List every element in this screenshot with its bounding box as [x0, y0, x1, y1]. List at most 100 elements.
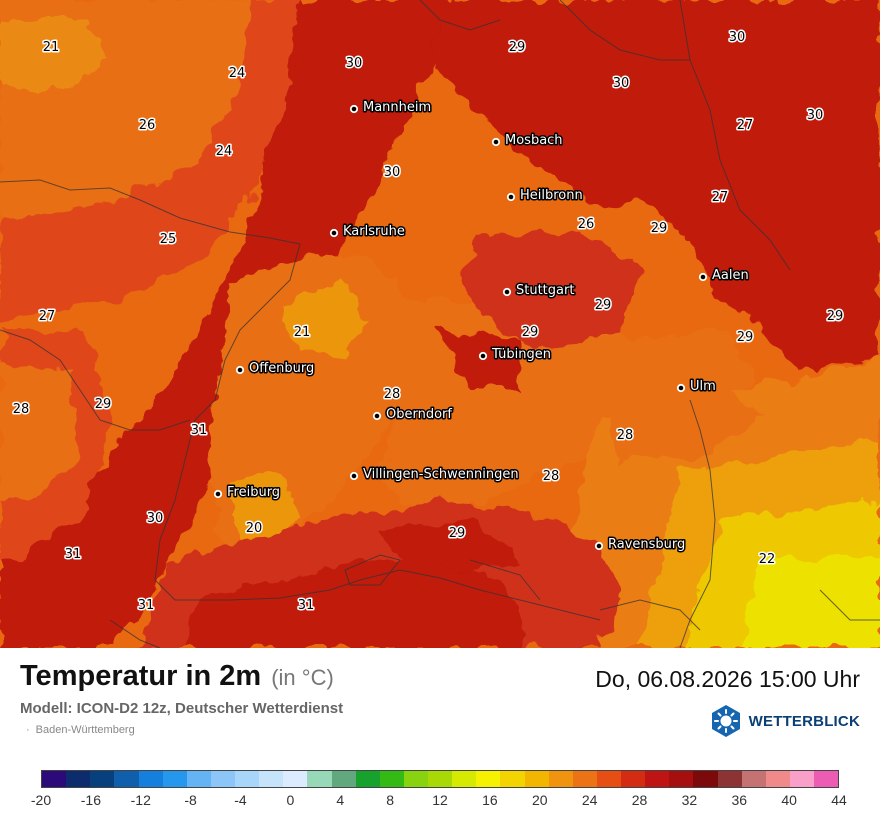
wetterblick-logo: WETTERBLICK	[709, 704, 860, 738]
color-swatch	[235, 771, 260, 787]
city-t-bingen: Tübingen	[478, 346, 553, 364]
region-label: Baden-Württemberg	[35, 724, 135, 736]
city-aalen: Aalen	[698, 267, 750, 285]
temperature-value: 31	[191, 423, 208, 438]
city-marker-dot	[502, 287, 512, 297]
color-swatch	[66, 771, 91, 787]
temperature-value: 30	[729, 30, 746, 45]
temperature-value: 29	[827, 309, 844, 324]
city-marker-dot	[372, 411, 382, 421]
unit-label: (in °C)	[271, 665, 334, 690]
city-label: Karlsruhe	[343, 224, 405, 239]
city-heilbronn: Heilbronn	[506, 187, 584, 205]
city-oberndorf: Oberndorf	[372, 406, 454, 424]
color-swatch	[259, 771, 284, 787]
region-name: · Baden-Württemberg	[26, 724, 135, 736]
city-label: Freiburg	[227, 485, 280, 500]
city-label: Offenburg	[249, 361, 314, 376]
temperature-value: 29	[595, 298, 612, 313]
color-scale-tick: 0	[286, 792, 295, 808]
city-marker-dot	[478, 351, 488, 361]
temperature-value: 30	[346, 56, 363, 71]
color-swatch	[379, 771, 404, 787]
city-marker-dot	[235, 365, 245, 375]
forecast-datetime: Do, 06.08.2026 15:00 Uhr	[595, 666, 860, 692]
city-marker-dot	[491, 137, 501, 147]
color-swatch	[42, 771, 67, 787]
color-swatch	[789, 771, 814, 787]
color-scale-tick: -20	[30, 792, 52, 808]
city-label: Ravensburg	[608, 537, 685, 552]
color-scale-tick: 40	[781, 792, 797, 808]
city-label: Oberndorf	[386, 407, 452, 422]
color-scale-ticks: -20 -16 -12 -8 -4 0 4 8 12 16 20 24 28 32 36 40 44	[31, 792, 847, 810]
city-label: Stuttgart	[516, 283, 574, 298]
color-swatch	[331, 771, 356, 787]
city-label: Heilbronn	[520, 188, 583, 203]
color-scale-tick: 8	[386, 792, 395, 808]
city-mannheim: Mannheim	[349, 99, 433, 117]
color-scale-tick: -16	[80, 792, 101, 808]
map-title: Temperatur in 2m	[20, 660, 262, 692]
temperature-value: 29	[737, 330, 754, 345]
city-label: Mannheim	[363, 100, 431, 115]
model-info: Modell: ICON-D2 12z, Deutscher Wetterdie…	[20, 700, 344, 717]
color-swatch	[741, 771, 766, 787]
temperature-value: 29	[95, 397, 112, 412]
temperature-value: 31	[138, 598, 155, 613]
temperature-value: 29	[449, 526, 466, 541]
city-marker-dot	[506, 192, 516, 202]
temperature-value: 21	[43, 40, 60, 55]
color-scale-tick: 32	[681, 792, 698, 808]
color-scale-tick: 24	[581, 792, 598, 808]
city-marker-dot	[329, 228, 339, 238]
color-swatch	[500, 771, 525, 787]
temperature-value: 31	[65, 547, 82, 562]
temperature-value: 30	[613, 76, 630, 91]
temperature-value: 27	[737, 118, 754, 133]
temperature-value: 29	[509, 40, 526, 55]
city-mosbach: Mosbach	[491, 132, 564, 150]
color-scale-tick: 20	[531, 792, 548, 808]
color-swatch	[548, 771, 573, 787]
city-villingen-schwenningen: Villingen-Schwenningen	[349, 466, 520, 484]
color-swatch	[186, 771, 211, 787]
color-swatch	[693, 771, 718, 787]
color-swatch	[717, 771, 742, 787]
city-markers: Mannheim Mosbach Heilbronn Karlsruhe Aalen St…	[213, 99, 750, 554]
color-scale-tick: 12	[432, 792, 448, 808]
city-label: Mosbach	[505, 133, 563, 148]
temperature-value: 30	[384, 165, 401, 180]
city-label: Ulm	[690, 379, 716, 394]
color-swatch	[476, 771, 501, 787]
city-karlsruhe: Karlsruhe	[329, 223, 406, 241]
color-scale-tick: -12	[130, 792, 151, 808]
logo-text: WETTERBLICK	[748, 712, 860, 730]
title-row: Temperatur in 2m (in °C)	[20, 660, 334, 693]
temperature-value: 27	[39, 309, 56, 324]
temperature-value: 21	[294, 325, 311, 340]
color-scale-tick: 36	[731, 792, 748, 808]
borders	[0, 0, 880, 648]
color-swatch	[90, 771, 115, 787]
color-swatch	[621, 771, 646, 787]
color-scale-tick: 44	[831, 792, 847, 808]
color-swatch	[162, 771, 187, 787]
color-swatch	[452, 771, 477, 787]
color-swatch	[114, 771, 139, 787]
city-offenburg: Offenburg	[235, 360, 316, 378]
color-swatch	[524, 771, 549, 787]
city-freiburg: Freiburg	[213, 484, 282, 502]
temperature-field	[0, 0, 880, 648]
temperature-value: 31	[298, 598, 315, 613]
color-scale-tick: 16	[482, 792, 498, 808]
city-marker-dot	[349, 471, 359, 481]
color-scale-tick: 28	[631, 792, 648, 808]
temperature-value: 28	[13, 402, 30, 417]
city-ravensburg: Ravensburg	[594, 536, 687, 554]
color-swatch	[645, 771, 670, 787]
city-marker-dot	[213, 489, 223, 499]
temperature-value: 24	[216, 144, 233, 159]
temperature-map: 21 29 30 24 30 30 26 27 30 24 30 27 26 29 25 27 21 29 29 29…	[0, 0, 880, 648]
temperature-value: 28	[384, 387, 401, 402]
